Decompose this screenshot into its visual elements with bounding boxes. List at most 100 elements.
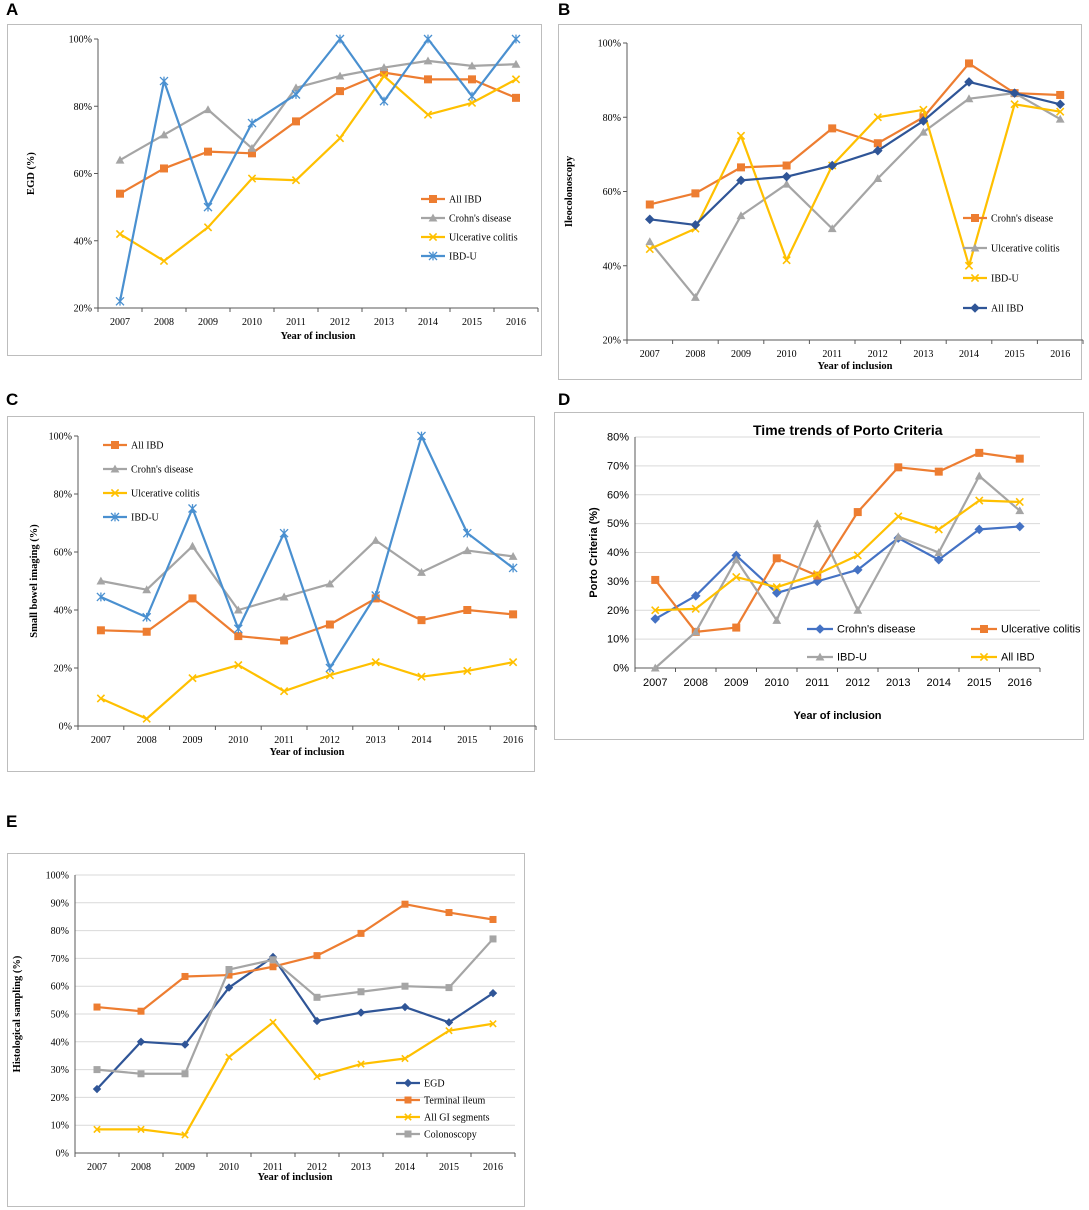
chart-c-data-point [188, 594, 197, 603]
chart-a-data-point [248, 149, 256, 158]
chart-c-data-point [279, 687, 289, 696]
chart-c-data-point [233, 605, 243, 614]
chart-c-x-tick-label: 2016 [503, 735, 523, 746]
chart-d-data-point [974, 524, 985, 535]
chart-d-y-tick-label: 30% [607, 576, 629, 588]
chart-e-y-tick-label: 50% [51, 1010, 69, 1021]
chart-c-data-point [96, 694, 106, 703]
chart-c-x-tick-label: 2014 [412, 735, 432, 746]
chart-a-y-axis-title: EGD (%) [26, 152, 37, 195]
chart-d-legend-label: Crohn's disease [837, 624, 916, 636]
chart-c-series-line [100, 539, 514, 612]
chart-b-data-point [645, 237, 655, 246]
chart-e-series-line [96, 903, 494, 1013]
chart-c-data-point [325, 663, 335, 673]
chart-a-data-point [468, 75, 476, 84]
chart-a-data-point [467, 91, 477, 101]
chart-b-series-line [648, 92, 1061, 299]
chart-a-data-point [423, 56, 433, 65]
chart-d-data-point [853, 508, 862, 517]
chart-c-legend-marker [110, 488, 120, 498]
chart-a-x-axis-title: Year of inclusion [280, 331, 355, 342]
chart-c-y-tick-label: 0% [59, 722, 72, 733]
chart-e-data-point [401, 900, 409, 908]
chart-b-legend-marker [971, 214, 979, 222]
chart-d-data-point [974, 471, 984, 480]
chart-a-x-tick-label: 2012 [330, 317, 350, 328]
chart-b-data-point [919, 105, 928, 114]
chart-a-data-point [203, 223, 213, 232]
chart-c-x-axis-title: Year of inclusion [269, 747, 344, 758]
chart-a-data-point [335, 134, 345, 143]
chart-c-y-tick-label: 100% [49, 432, 72, 443]
chart-a-series-line [119, 59, 517, 162]
chart-c-data-point [509, 610, 518, 619]
chart-b-series-0 [645, 59, 1065, 209]
chart-b-y-axis-title: Ileocolonoscopy [564, 155, 575, 227]
chart-e-y-tick-label: 40% [51, 1037, 69, 1048]
chart-e-data-point [93, 1066, 101, 1074]
chart-c-legend-marker [111, 441, 119, 449]
chart-d-title: Time trends of Porto Criteria [753, 422, 943, 438]
chart-e-svg: 0% 10% 20% 30% 40% 50% 60% 70% 80% 90% 100% 2007 200… [12, 871, 516, 1183]
chart-b-data-point [873, 113, 882, 122]
chart-e-data-point [225, 1053, 233, 1061]
panel-letter-e: E [6, 812, 18, 831]
chart-e-data-point [313, 1072, 321, 1081]
chart-a-data-point [115, 155, 125, 164]
chart-a-data-point [160, 164, 168, 173]
chart-panel-b: 20% 40% 60% 80% 100% 2007 2008 2009 2010 2011 2012… [558, 24, 1084, 380]
chart-e-x-tick-label: 2014 [395, 1162, 415, 1173]
chart-d-data-point [772, 554, 781, 563]
chart-b-x-tick-label: 2008 [685, 349, 705, 360]
chart-e-data-point [137, 1070, 145, 1078]
chart-d-data-point [651, 575, 660, 584]
chart-d-legend-label: All IBD [1001, 652, 1035, 664]
chart-b-y-tick-label: 40% [603, 261, 621, 272]
chart-b-legend-label: Ulcerative colitis [991, 244, 1060, 255]
chart-c-legend-label: All IBD [131, 441, 164, 452]
chart-b-y-tick-label: 100% [598, 39, 621, 50]
chart-d-series-line [655, 499, 1020, 612]
chart-e-data-point [357, 988, 365, 996]
chart-c-legend-marker [110, 464, 120, 473]
chart-a-x-tick-label: 2016 [506, 317, 526, 328]
chart-e-x-tick-label: 2010 [219, 1162, 239, 1173]
chart-a-data-point [424, 75, 432, 84]
chart-a-legend-marker [428, 213, 438, 222]
chart-d-legend-marker [980, 625, 988, 633]
chart-d-data-point [813, 571, 822, 580]
chart-d-data-point [691, 627, 701, 636]
chart-b-x-tick-label: 2010 [777, 349, 797, 360]
chart-a-data-point [379, 71, 389, 81]
chart-a-data-point [203, 202, 213, 212]
chart-d-data-point [934, 548, 944, 557]
chart-b-data-point [1055, 99, 1065, 110]
chart-e-x-tick-label: 2012 [307, 1162, 327, 1173]
chart-d-series-line [654, 525, 1020, 620]
chart-a-x-tick-label: 2009 [198, 317, 218, 328]
chart-c-y-tick-label: 20% [54, 664, 72, 675]
chart-c-y-tick-label: 60% [54, 548, 72, 559]
chart-e-legend: EGD Terminal ileum All GI segments Colonosc… [396, 1079, 490, 1141]
chart-a-data-point [423, 110, 433, 119]
chart-e-data-point [489, 1020, 497, 1028]
chart-e-data-point [137, 1007, 145, 1015]
chart-a-x-tick-label: 2010 [242, 317, 262, 328]
chart-c-data-point [508, 551, 518, 560]
chart-d-data-point [772, 582, 781, 592]
chart-d-legend: Crohn's disease Ulcerative colitis IBD-U Al… [807, 624, 1081, 664]
chart-e-data-point [225, 966, 233, 974]
chart-a-y-tick-label: 80% [74, 102, 92, 113]
chart-panel-a: 20% 40% 60% 80% 100% 2007 2008 2009 2010 2011 2012… [7, 24, 542, 356]
chart-c-data-point [279, 592, 289, 601]
chart-a-svg: 20% 40% 60% 80% 100% 2007 2008 2009 2010 2011 2012… [26, 35, 539, 342]
chart-a-data-point [291, 176, 301, 185]
chart-b-data-point [919, 127, 928, 136]
chart-a-series-1 [115, 56, 521, 164]
chart-c-series-2 [96, 658, 518, 723]
chart-b-data-point [645, 200, 654, 209]
chart-e-data-point [445, 1026, 453, 1035]
chart-b-y-tick-label: 60% [603, 187, 621, 198]
chart-d-series-line [654, 451, 1020, 634]
